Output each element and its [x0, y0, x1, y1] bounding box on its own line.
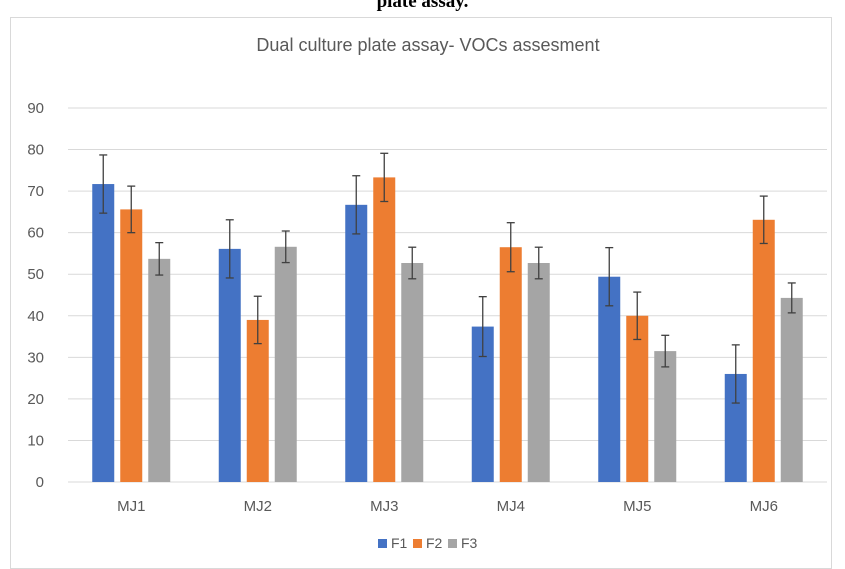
gridlines — [68, 107, 827, 483]
y-tick-label: 80 — [27, 142, 44, 159]
y-tick-label: 50 — [27, 266, 44, 283]
error-bar — [225, 219, 234, 279]
legend-item-f3: F3 — [448, 535, 478, 551]
bar-f3-mj4 — [527, 263, 550, 482]
error-bar — [759, 195, 768, 245]
bar-f1-mj3 — [345, 204, 368, 482]
x-tick-label: MJ4 — [497, 498, 525, 515]
legend-item-f1: F1 — [378, 535, 408, 551]
bar-f2-mj2 — [246, 319, 269, 482]
error-bar — [731, 344, 740, 404]
bars — [92, 177, 803, 483]
y-tick-label: 40 — [27, 308, 44, 325]
y-tick-label: 20 — [27, 391, 44, 408]
figure-caption: plate assay. — [376, 0, 469, 12]
error-bar — [155, 241, 164, 276]
bar-f1-mj4 — [471, 326, 494, 482]
x-tick-label: MJ2 — [244, 498, 272, 515]
y-tick-label: 70 — [27, 183, 44, 200]
x-tick-label: MJ3 — [370, 498, 398, 515]
error-bar — [506, 222, 515, 273]
bar-f2-mj3 — [373, 177, 396, 483]
error-bar — [534, 246, 543, 280]
legend-label: F2 — [426, 535, 443, 551]
error-bars — [99, 152, 796, 404]
y-tick-label: 90 — [27, 100, 44, 117]
error-bar — [661, 334, 670, 368]
bar-f3-mj6 — [780, 297, 803, 482]
bar-f2-mj4 — [499, 247, 522, 482]
error-bar — [127, 185, 136, 234]
bar-f1-mj2 — [218, 248, 241, 482]
error-bar — [281, 230, 290, 264]
error-bar — [605, 246, 614, 307]
bar-f2-mj1 — [120, 209, 143, 482]
legend-swatch — [378, 539, 387, 548]
legend-label: F1 — [391, 535, 408, 551]
x-tick-label: MJ5 — [623, 498, 651, 515]
bar-f1-mj6 — [724, 373, 747, 482]
legend-swatch — [448, 539, 457, 548]
bar-f3-mj1 — [148, 258, 171, 482]
bar-f3-mj2 — [274, 246, 297, 482]
y-tick-label: 10 — [27, 432, 44, 449]
legend-swatch — [413, 539, 422, 548]
error-bar — [99, 154, 108, 214]
error-bar — [352, 175, 361, 235]
error-bar — [380, 152, 389, 203]
x-tick-label: MJ1 — [117, 498, 145, 515]
error-bar — [633, 291, 642, 341]
chart-title: Dual culture plate assay- VOCs assesment — [256, 35, 599, 55]
bar-f3-mj5 — [654, 351, 677, 482]
bar-f1-mj5 — [598, 276, 621, 482]
bar-f3-mj3 — [401, 263, 424, 482]
error-bar — [253, 295, 262, 345]
bar-f2-mj5 — [626, 315, 649, 482]
error-bar — [478, 296, 487, 358]
legend-label: F3 — [461, 535, 478, 551]
bar-f2-mj6 — [752, 219, 775, 483]
error-bar — [787, 282, 796, 314]
y-axis-ticks: 0 10 20 30 40 50 60 70 80 90 — [27, 100, 44, 491]
legend-item-f2: F2 — [413, 535, 443, 551]
y-tick-label: 60 — [27, 225, 44, 242]
x-axis-ticks: MJ1 MJ2 MJ3 MJ4 MJ5 MJ6 — [117, 498, 778, 515]
y-tick-label: 30 — [27, 349, 44, 366]
legend: F1 F2 F3 — [378, 535, 478, 551]
error-bar — [408, 246, 417, 280]
x-tick-label: MJ6 — [750, 498, 778, 515]
y-tick-label: 0 — [36, 474, 44, 491]
bar-f1-mj1 — [92, 184, 115, 482]
